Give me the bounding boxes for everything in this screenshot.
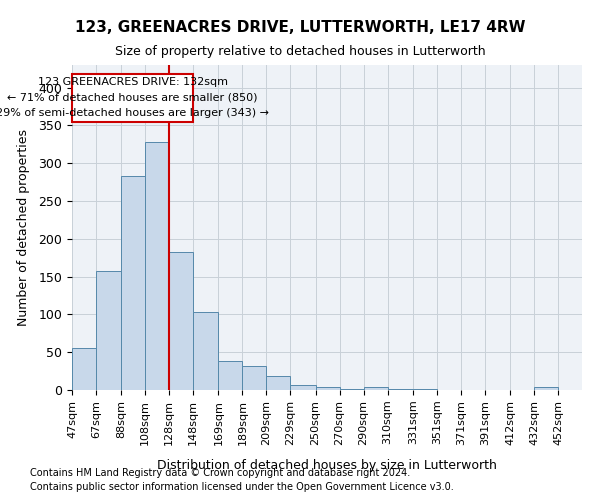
Bar xyxy=(340,389,364,390)
Bar xyxy=(121,176,145,390)
X-axis label: Distribution of detached houses by size in Lutterworth: Distribution of detached houses by size … xyxy=(157,458,497,471)
Bar xyxy=(534,387,558,390)
Bar xyxy=(316,387,340,390)
Y-axis label: Number of detached properties: Number of detached properties xyxy=(17,129,30,326)
Bar xyxy=(193,312,218,390)
Text: 123 GREENACRES DRIVE: 132sqm
← 71% of detached houses are smaller (850)
29% of s: 123 GREENACRES DRIVE: 132sqm ← 71% of de… xyxy=(0,78,269,118)
Bar xyxy=(218,362,242,390)
Bar xyxy=(388,389,413,390)
Text: 123, GREENACRES DRIVE, LUTTERWORTH, LE17 4RW: 123, GREENACRES DRIVE, LUTTERWORTH, LE17… xyxy=(75,20,525,35)
Bar xyxy=(413,389,437,390)
Bar xyxy=(96,270,121,390)
Bar xyxy=(242,366,266,390)
Text: Contains public sector information licensed under the Open Government Licence v3: Contains public sector information licen… xyxy=(30,482,454,492)
Text: Size of property relative to detached houses in Lutterworth: Size of property relative to detached ho… xyxy=(115,45,485,58)
Bar xyxy=(266,376,290,390)
Text: Contains HM Land Registry data © Crown copyright and database right 2024.: Contains HM Land Registry data © Crown c… xyxy=(30,468,410,477)
Bar xyxy=(145,142,169,390)
Bar xyxy=(290,386,316,390)
Bar xyxy=(72,348,96,390)
Bar xyxy=(169,252,193,390)
Bar xyxy=(364,387,388,390)
Bar xyxy=(72,74,193,122)
